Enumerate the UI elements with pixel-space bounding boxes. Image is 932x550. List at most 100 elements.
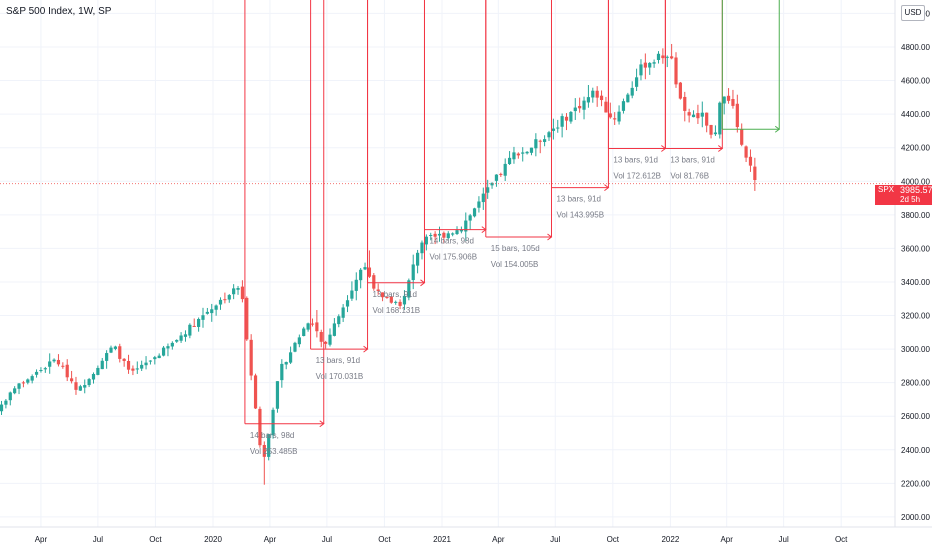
- candle-body: [218, 299, 223, 305]
- candle-body: [442, 232, 446, 238]
- candle-body: [718, 102, 722, 135]
- candle-body: [324, 341, 328, 344]
- candle-body: [140, 364, 144, 369]
- candle-body: [236, 288, 240, 290]
- range-arrow-head: [718, 145, 724, 152]
- candles: [0, 43, 757, 485]
- candle-body: [424, 236, 428, 245]
- candle-body: [96, 367, 100, 375]
- candle-body: [626, 94, 630, 103]
- candle-body: [713, 132, 718, 135]
- candle-body: [319, 331, 323, 342]
- candle-body: [617, 111, 621, 122]
- candle-body: [8, 392, 12, 401]
- range-label: 15 bars, 105d: [491, 244, 540, 253]
- candle-body: [437, 233, 442, 236]
- candle-body: [691, 114, 696, 118]
- range-label: Vol 143.995B: [556, 211, 604, 220]
- candle-body: [595, 90, 599, 98]
- grid-lines: [0, 0, 895, 527]
- range-arrow-head: [547, 233, 553, 241]
- candle-body: [113, 346, 117, 349]
- candle-body: [144, 362, 148, 366]
- x-tick-label: Apr: [264, 535, 277, 544]
- candle-body: [267, 434, 271, 457]
- candle-body: [253, 375, 258, 409]
- candle-body: [621, 101, 626, 111]
- candle-body: [661, 55, 665, 59]
- candle-body: [337, 316, 341, 325]
- candle-body: [468, 215, 472, 221]
- candle-body: [306, 323, 310, 330]
- range-label: 13 bars, 91d: [556, 195, 600, 204]
- range-arrow-head: [604, 184, 610, 192]
- candle-body: [643, 62, 647, 68]
- candle-body: [30, 376, 34, 381]
- y-tick-label: 2400.00: [901, 446, 930, 455]
- candle-body: [122, 358, 126, 361]
- x-tick-label: 2020: [204, 535, 222, 544]
- candle-body: [87, 379, 91, 386]
- range-arrow-head: [774, 125, 781, 133]
- candle-body: [210, 309, 214, 314]
- range-label: 14 bars, 98d: [250, 431, 294, 440]
- candle-body: [499, 173, 503, 175]
- candle-body: [560, 116, 564, 127]
- candle-body: [731, 98, 735, 106]
- candle-body: [608, 113, 612, 118]
- candle-body: [328, 334, 332, 345]
- candle-body: [74, 382, 78, 390]
- candle-body: [363, 267, 367, 270]
- candle-body: [359, 269, 363, 281]
- y-tick-label: 4000.00: [901, 177, 930, 186]
- range-label: Vol 81.76B: [670, 172, 709, 181]
- candle-body: [179, 335, 183, 341]
- candle-body: [297, 337, 301, 345]
- candle-body: [105, 353, 109, 361]
- range-arrow-head: [420, 279, 426, 287]
- candle-body: [315, 322, 319, 332]
- candle-body: [78, 386, 82, 391]
- candle-body: [350, 290, 354, 299]
- candle-body: [284, 362, 288, 365]
- candle-body: [547, 132, 551, 138]
- y-tick-label: 2200.00: [901, 479, 930, 488]
- candle-body: [271, 409, 275, 436]
- candle-body: [126, 360, 131, 370]
- x-tick-label: Apr: [492, 535, 505, 544]
- y-tick-label: 3400.00: [901, 278, 930, 287]
- candle-body: [656, 53, 661, 60]
- candle-body: [389, 296, 393, 303]
- y-tick-label: 2800.00: [901, 379, 930, 388]
- candle-body: [582, 100, 586, 110]
- candle-body: [599, 95, 604, 101]
- candle-body: [345, 300, 350, 307]
- currency-button[interactable]: USD: [901, 5, 925, 21]
- candle-body: [416, 252, 420, 266]
- x-tick-label: Apr: [35, 535, 48, 544]
- range-label: Vol 170.031B: [316, 372, 364, 381]
- candle-body: [569, 112, 573, 122]
- candle-body: [477, 201, 481, 208]
- candle-body: [674, 57, 678, 85]
- candle-body: [735, 103, 739, 128]
- candle-body: [61, 365, 65, 367]
- candle-body: [275, 381, 280, 409]
- candle-body: [521, 152, 525, 154]
- candle-body: [538, 140, 542, 142]
- candle-body: [722, 96, 726, 104]
- candle-body: [258, 408, 262, 446]
- candle-body: [26, 379, 30, 383]
- x-tick-label: 2021: [433, 535, 451, 544]
- y-tick-label: 3000.00: [901, 345, 930, 354]
- candle-body: [503, 163, 507, 176]
- candle-body: [385, 296, 389, 298]
- x-tick-label: Jul: [322, 535, 332, 544]
- range-arrow-head: [363, 345, 369, 353]
- x-tick-label: Oct: [835, 535, 848, 544]
- candle-body: [48, 361, 52, 367]
- candle-body: [486, 187, 490, 193]
- candle-body: [192, 325, 196, 327]
- candle-body: [161, 347, 166, 356]
